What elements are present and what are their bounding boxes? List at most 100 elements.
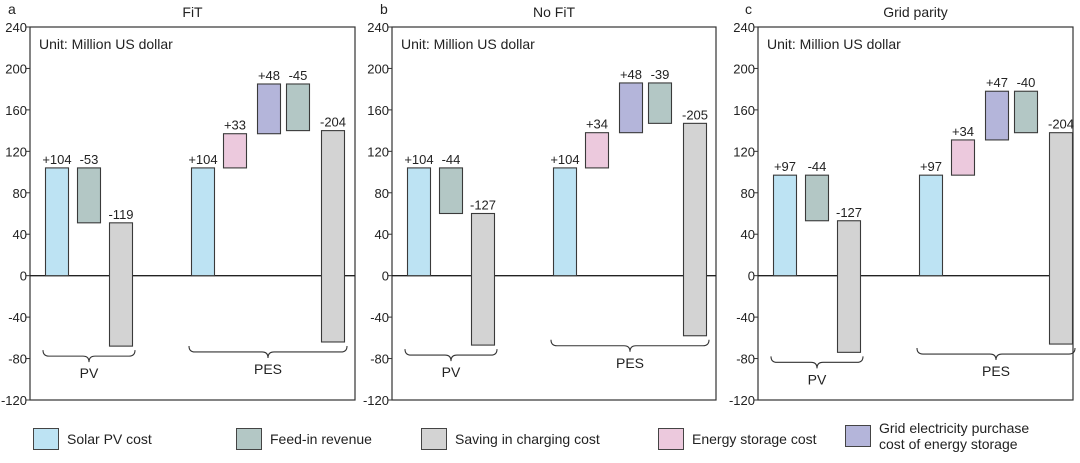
bar-pv-feed-in: [804, 174, 830, 222]
bar-pes-feed-in: [647, 82, 673, 124]
bar-pes-solar-pv: [552, 167, 578, 277]
data-label: +104: [550, 152, 579, 167]
bar-pes-grid: [618, 82, 644, 134]
y-tick-label: 240: [367, 20, 389, 35]
data-label: -40: [1017, 75, 1036, 90]
y-tick-label: -80: [736, 352, 755, 367]
data-label: -53: [80, 152, 99, 167]
chart-title: Grid parity: [883, 4, 948, 20]
y-tick-label: -40: [8, 310, 27, 325]
data-label: +104: [404, 152, 433, 167]
y-tick-label: 0: [382, 269, 389, 284]
group-label-pes: PES: [982, 363, 1010, 379]
group-label-pv: PV: [442, 364, 461, 380]
legend-item-grid: Grid electricity purchase cost of energy …: [845, 420, 1029, 452]
data-label: +97: [774, 159, 796, 174]
group-bracket-pv: [42, 350, 136, 363]
data-label: +33: [224, 118, 246, 133]
legend-label-line: Grid electricity purchase: [879, 420, 1030, 436]
y-tick-label: -120: [729, 393, 755, 408]
legend-swatch: [658, 428, 684, 450]
data-label: -44: [808, 159, 827, 174]
legend-label: Solar PV cost: [67, 431, 152, 447]
legend-label: Saving in charging cost: [455, 431, 600, 447]
data-label: +104: [188, 152, 217, 167]
legend-label: Feed-in revenue: [270, 431, 372, 447]
y-tick-label: -80: [370, 352, 389, 367]
y-tick-label: -120: [1, 393, 27, 408]
bar-pv-saving: [836, 220, 862, 353]
panel-letter: b: [380, 1, 388, 17]
y-tick-label: 0: [20, 269, 27, 284]
data-label: +34: [586, 117, 608, 132]
data-label: -45: [289, 68, 308, 83]
chart-panel-a: a FiT -120 -80 -40 0 40 80 120 160 200 240 Unit: Mil…: [1, 1, 356, 408]
data-label: -127: [470, 198, 496, 213]
y-tick-label: 80: [741, 186, 755, 201]
y-tick-label: -40: [736, 310, 755, 325]
legend-label: Energy storage cost: [692, 431, 817, 447]
y-tick-label: 80: [13, 186, 27, 201]
chart-title: FiT: [182, 4, 203, 20]
y-tick-label: 80: [375, 186, 389, 201]
plot-frame: [29, 26, 356, 401]
chart-title: No FiT: [533, 4, 575, 20]
data-label: -204: [1048, 117, 1074, 132]
y-tick-label: 240: [733, 20, 755, 35]
bar-pes-grid: [984, 90, 1010, 141]
data-label: +97: [920, 159, 942, 174]
plot-frame: [391, 26, 717, 401]
y-tick-label: -80: [8, 352, 27, 367]
bar-pes-grid: [256, 83, 282, 135]
panel-letter: a: [8, 1, 16, 17]
bar-pv-feed-in: [76, 167, 102, 224]
y-tick-label: 200: [733, 61, 755, 76]
bar-pes-solar-pv: [918, 174, 944, 277]
unit-note: Unit: Million US dollar: [767, 36, 901, 52]
bar-pes-storage: [950, 139, 976, 176]
y-tick-label: 120: [367, 144, 389, 159]
legend-swatch: [236, 428, 262, 450]
unit-note: Unit: Million US dollar: [39, 36, 173, 52]
y-tick-label: 40: [375, 227, 389, 242]
bar-pes-saving: [682, 122, 708, 337]
group-label-pes: PES: [254, 361, 282, 377]
bar-pv-solar-pv: [44, 167, 70, 277]
y-tick-label: 0: [748, 269, 755, 284]
bar-pv-feed-in: [438, 167, 464, 215]
group-bracket-pes: [188, 345, 348, 359]
group-bracket-pes: [916, 348, 1076, 361]
panel-letter: c: [745, 1, 752, 17]
bar-pv-saving: [108, 222, 134, 347]
data-label: +48: [258, 68, 280, 83]
data-label: -119: [108, 207, 133, 222]
y-tick-label: 200: [367, 61, 389, 76]
legend-swatch: [33, 428, 59, 450]
y-tick-label: 200: [5, 61, 27, 76]
data-label: -44: [442, 152, 461, 167]
bar-pes-feed-in: [285, 83, 311, 132]
legend-label-line: cost of energy storage: [879, 436, 1018, 452]
group-bracket-pv: [770, 356, 864, 369]
data-label: +47: [986, 75, 1008, 90]
group-bracket-pv: [404, 349, 498, 362]
data-label: +104: [42, 152, 71, 167]
y-tick-label: -120: [363, 393, 389, 408]
data-label: -205: [682, 107, 708, 122]
data-label: +34: [952, 124, 974, 139]
bar-pes-saving: [320, 130, 346, 343]
legend-item-saving: Saving in charging cost: [421, 428, 600, 450]
data-label: -127: [836, 205, 862, 220]
y-tick-label: 40: [13, 227, 27, 242]
bar-pes-solar-pv: [190, 167, 216, 277]
group-label-pv: PV: [808, 371, 827, 387]
y-tick-label: 40: [741, 227, 755, 242]
data-label: +48: [620, 67, 642, 82]
bar-pv-saving: [470, 212, 496, 346]
y-tick-label: 160: [5, 103, 27, 118]
group-label-pes: PES: [616, 355, 644, 371]
legend-swatch: [845, 425, 871, 447]
y-tick-label: 240: [5, 20, 27, 35]
group-bracket-pes: [550, 339, 710, 352]
